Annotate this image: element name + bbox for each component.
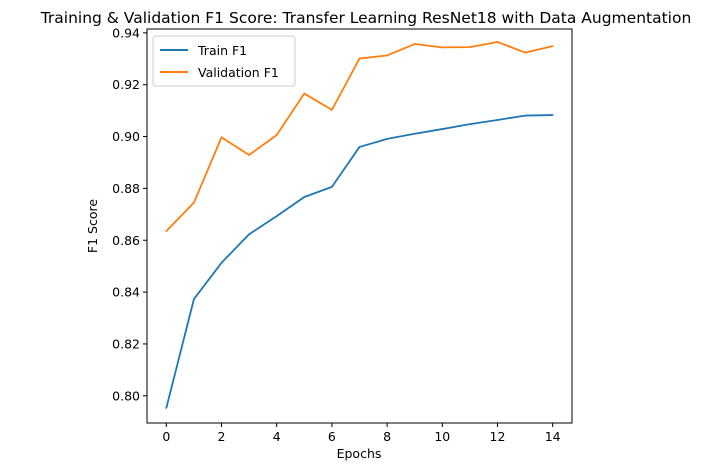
- train-f1-point: [413, 132, 416, 135]
- train-f1-point: [551, 114, 554, 116]
- x-tick-label: 4: [273, 429, 281, 444]
- chart-title: Training & Validation F1 Score: Transfer…: [40, 9, 692, 27]
- validation-f1-point: [413, 43, 416, 45]
- train-f1-point: [358, 146, 361, 148]
- validation-f1-point: [331, 109, 333, 111]
- legend-label-train: Train F1: [197, 43, 247, 58]
- train-f1-point: [275, 215, 278, 217]
- validation-f1-point: [220, 136, 223, 139]
- y-tick-label: 0.90: [112, 129, 140, 144]
- validation-f1-point: [524, 51, 526, 54]
- legend-box: [152, 35, 296, 87]
- y-tick-label: 0.82: [112, 336, 140, 351]
- validation-f1-point: [441, 46, 444, 49]
- y-tick-label: 0.88: [112, 181, 140, 196]
- validation-f1-point: [358, 57, 361, 60]
- y-tick-label: 0.80: [112, 388, 140, 403]
- series-layer: [165, 41, 554, 409]
- train-f1-point: [441, 128, 444, 130]
- train-f1-point: [331, 186, 333, 188]
- validation-f1-point: [551, 45, 554, 47]
- train-f1-point: [469, 123, 471, 125]
- x-axis: 0 2 4 6 8 10 12 14: [162, 423, 561, 444]
- x-tick-label: 10: [434, 429, 450, 444]
- train-f1-point: [303, 196, 306, 198]
- train-f1-point: [248, 233, 250, 236]
- y-tick-label: 0.94: [112, 25, 140, 40]
- y-axis-label: F1 Score: [85, 199, 100, 253]
- validation-f1-point: [165, 230, 168, 232]
- y-axis: 0.80 0.82 0.84 0.86 0.88 0.90 0.92 0.94: [112, 25, 147, 403]
- validation-f1-point: [496, 41, 499, 43]
- validation-f1-point: [303, 92, 306, 95]
- legend-label-validation: Validation F1: [198, 65, 279, 80]
- x-tick-label: 14: [545, 429, 561, 444]
- x-tick-label: 2: [218, 429, 226, 444]
- train-f1-point: [193, 298, 195, 300]
- legend: Train F1 Validation F1: [152, 35, 296, 87]
- train-f1-point: [496, 119, 499, 121]
- y-tick-label: 0.86: [112, 233, 140, 248]
- validation-f1-point: [193, 201, 195, 204]
- x-tick-label: 8: [383, 429, 391, 444]
- y-tick-label: 0.84: [112, 285, 140, 300]
- y-tick-label: 0.92: [112, 77, 140, 92]
- x-tick-label: 6: [328, 429, 336, 444]
- train-f1-point: [220, 262, 223, 264]
- validation-f1-point: [469, 46, 471, 48]
- x-tick-label: 12: [490, 429, 506, 444]
- validation-f1-point: [275, 134, 278, 136]
- train-f1-point: [524, 114, 526, 117]
- validation-f1-point: [386, 54, 388, 57]
- train-f1-point: [165, 407, 168, 409]
- plot-area: [146, 28, 573, 424]
- train-f1-point: [386, 138, 388, 140]
- validation-f1-point: [248, 154, 250, 156]
- x-axis-label: Epochs: [337, 446, 382, 461]
- x-tick-label: 0: [162, 429, 170, 444]
